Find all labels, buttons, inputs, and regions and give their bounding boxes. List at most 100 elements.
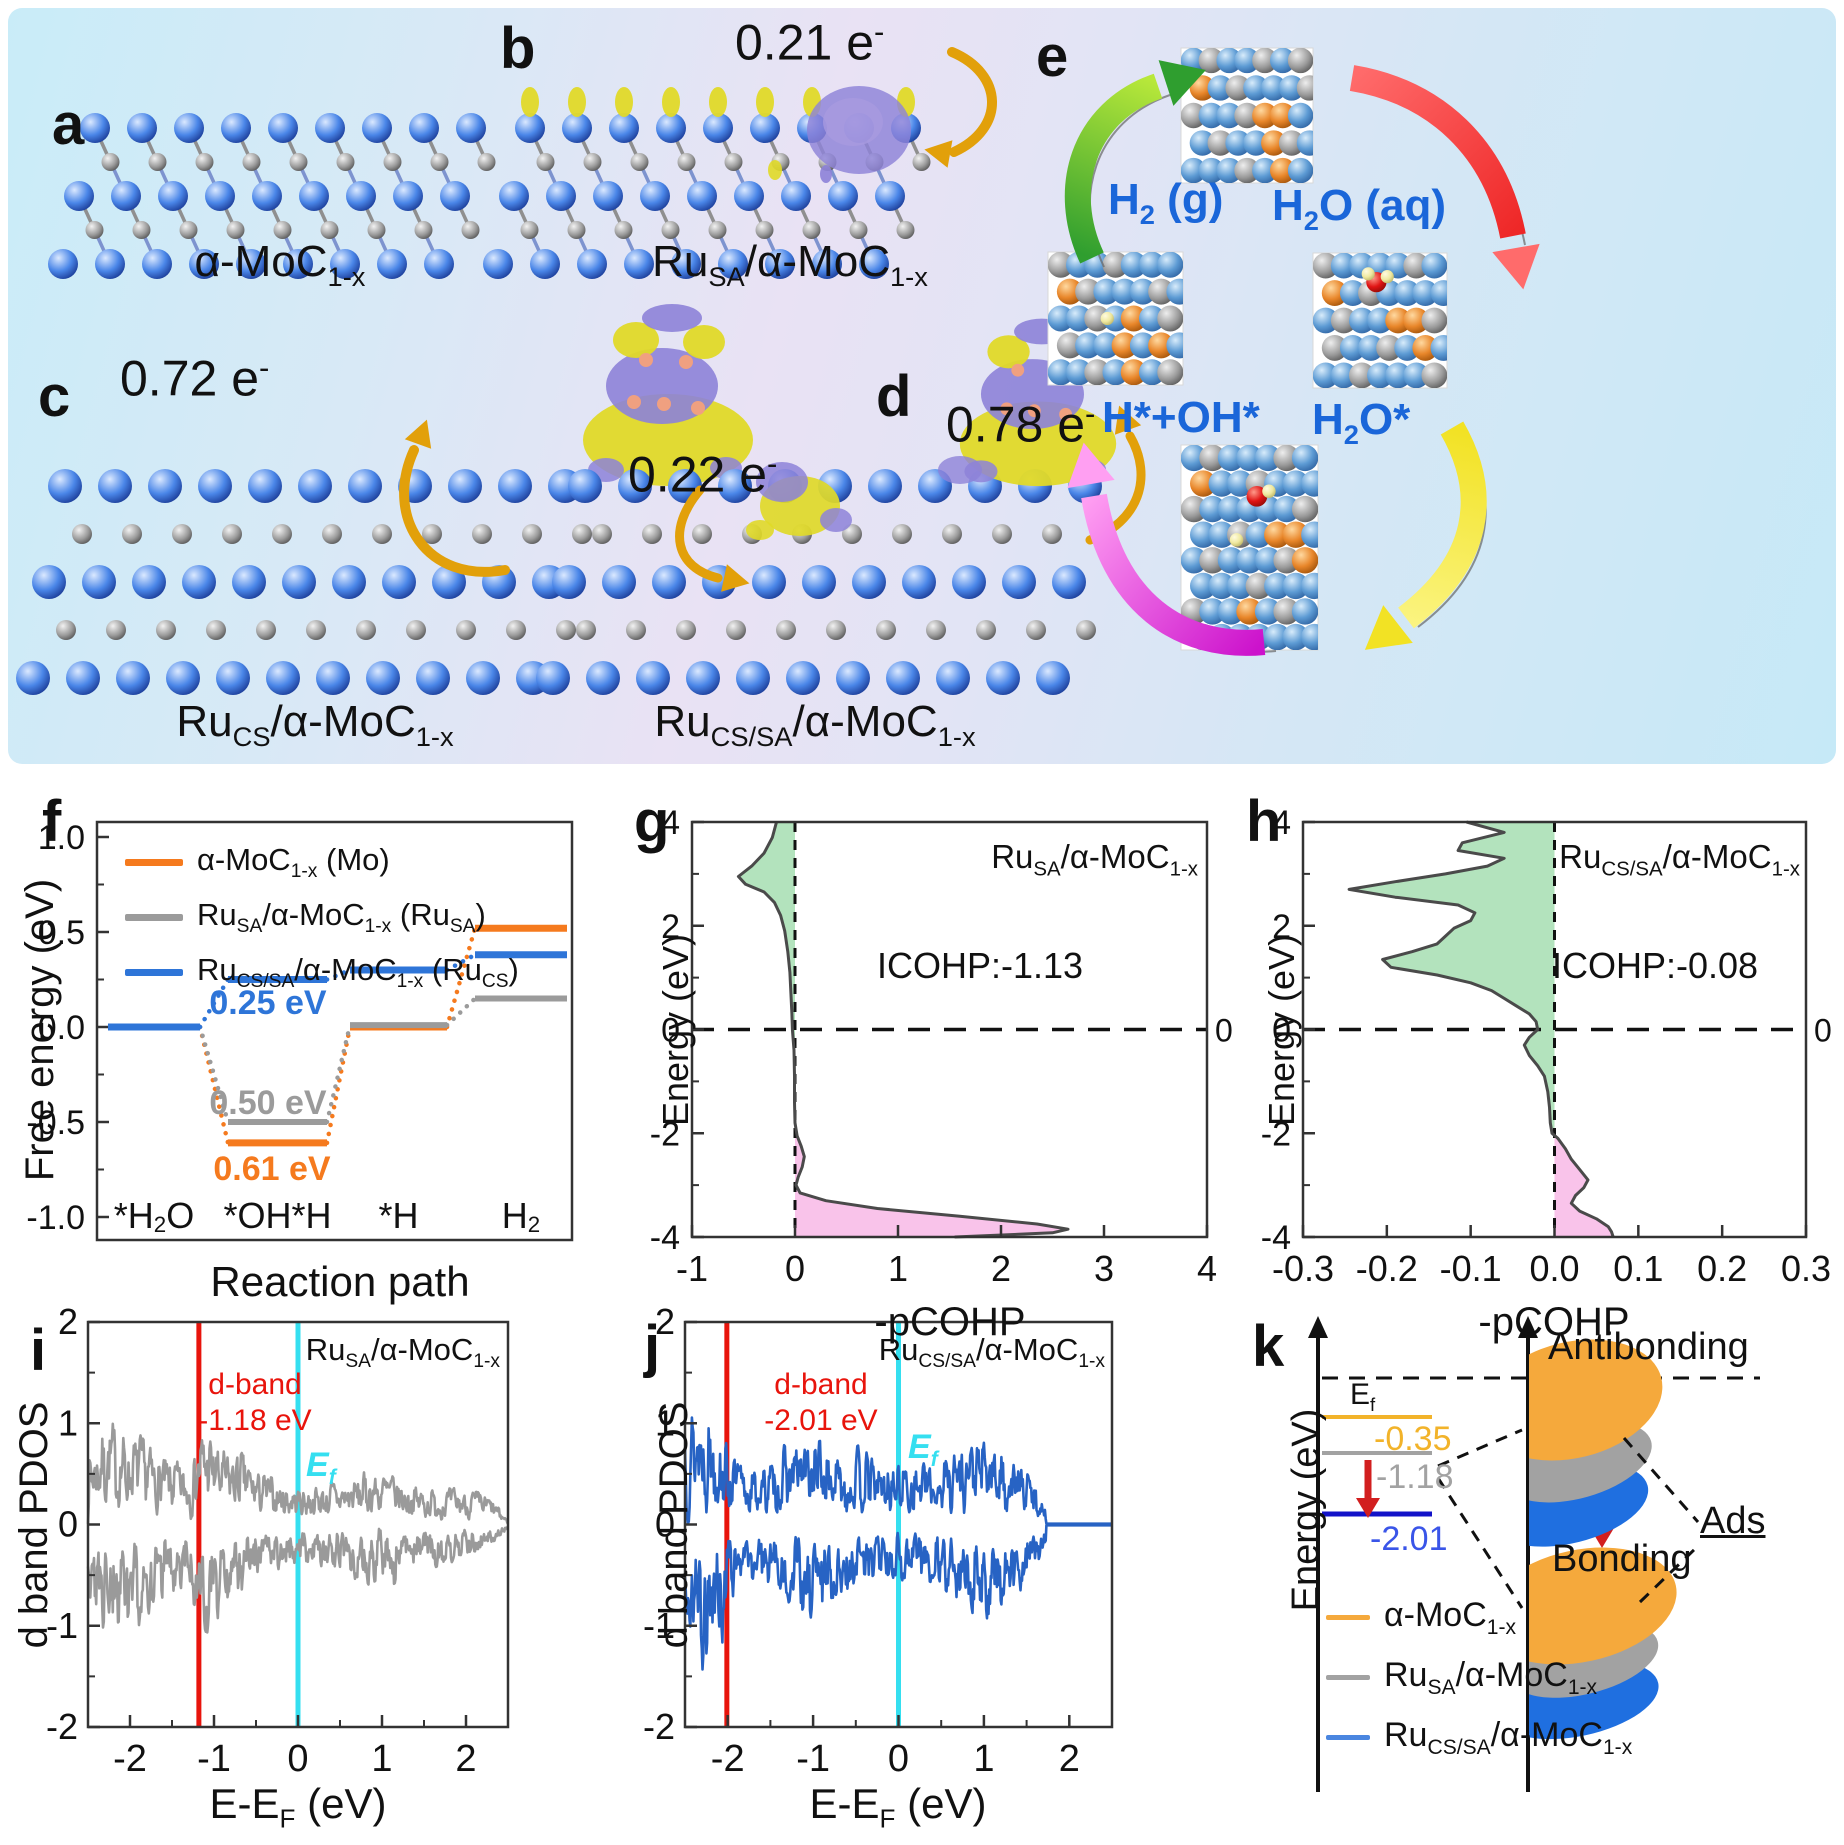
chart-i-ylabel: d band PDOS bbox=[12, 1401, 56, 1649]
svg-text:-2: -2 bbox=[711, 1738, 745, 1780]
legend-label: RuSA/α-MoC1-x (RuSA) bbox=[197, 897, 486, 938]
svg-text:2: 2 bbox=[991, 1248, 1011, 1289]
svg-text:-2: -2 bbox=[650, 1115, 680, 1153]
chart-j-xlabel: E-EF (eV) bbox=[809, 1780, 987, 1834]
lattice-atoms bbox=[16, 469, 592, 695]
svg-text:1: 1 bbox=[58, 1402, 78, 1443]
svg-text:-2: -2 bbox=[46, 1706, 78, 1747]
panel-d-caption: RuCS/SA/α-MoC1-x bbox=[654, 697, 976, 752]
diagram-k-level-1: -1.18 bbox=[1376, 1458, 1454, 1496]
svg-text:*H2O: *H2O bbox=[114, 1195, 194, 1237]
panel-k-letter: k bbox=[1252, 1314, 1285, 1379]
legend-item: RuSA/α-MoC1-x bbox=[1326, 1656, 1632, 1700]
structure-b bbox=[483, 47, 997, 279]
svg-text:0: 0 bbox=[655, 1504, 675, 1545]
diagram-k-level-2: -2.01 bbox=[1370, 1520, 1448, 1558]
svg-text:-2: -2 bbox=[643, 1706, 675, 1747]
panel-c-caption: RuCS/α-MoC1-x bbox=[176, 697, 454, 752]
chart-j-fermi-label: Ef bbox=[908, 1428, 938, 1471]
legend-swatch bbox=[1326, 1734, 1370, 1740]
svg-text:-1: -1 bbox=[643, 1605, 675, 1646]
svg-text:-2: -2 bbox=[1261, 1115, 1291, 1153]
svg-text:0.2: 0.2 bbox=[1697, 1248, 1747, 1289]
svg-text:-1: -1 bbox=[46, 1605, 78, 1646]
chart-g-xlabel: -pCOHP bbox=[874, 1300, 1026, 1344]
svg-text:0.0: 0.0 bbox=[1529, 1248, 1579, 1289]
cycle-tile-h2o-ads bbox=[1312, 252, 1448, 389]
panel-d-letter: d bbox=[876, 364, 912, 429]
cycle-label-h2o-aq: H2O (aq) bbox=[1272, 181, 1447, 236]
diagram-k-level-0: -0.35 bbox=[1374, 1420, 1452, 1458]
svg-text:1.0: 1.0 bbox=[38, 819, 85, 857]
chart-i-title: RuSA/α-MoC1-x bbox=[305, 1332, 500, 1373]
panel-i-letter: i bbox=[30, 1318, 47, 1383]
svg-text:0: 0 bbox=[785, 1248, 805, 1289]
svg-text:*OH*H: *OH*H bbox=[223, 1195, 331, 1236]
svg-text:-0.2: -0.2 bbox=[1356, 1248, 1418, 1289]
svg-text:0.3: 0.3 bbox=[1781, 1248, 1831, 1289]
svg-text:4: 4 bbox=[661, 804, 680, 842]
chart-f-ylabel: Free energy (eV) bbox=[18, 878, 62, 1182]
legend-item: RuSA/α-MoC1-x (RuSA) bbox=[125, 897, 519, 938]
svg-text:-0.1: -0.1 bbox=[1440, 1248, 1502, 1289]
legend-label: α-MoC1-x bbox=[1384, 1596, 1517, 1639]
legend-item: RuCS/SA/α-MoC1-x (RuCS) bbox=[125, 952, 519, 993]
charge-label-d-left: 0.22 e- bbox=[628, 446, 778, 503]
svg-text:0: 0 bbox=[1215, 1013, 1233, 1049]
chart-i: 2 1 0 -1 -2 -2 -1 0 1 2 bbox=[46, 1301, 510, 1780]
chart-j: 2 1 0 -1 -2 -2 -1 0 1 2 bbox=[643, 1301, 1114, 1780]
ads-label: Ads bbox=[1700, 1500, 1766, 1542]
svg-text:4: 4 bbox=[1272, 804, 1291, 842]
svg-text:3: 3 bbox=[1094, 1248, 1114, 1289]
charge-label-d-right: 0.78 e- bbox=[946, 396, 1096, 453]
diagram-k bbox=[1308, 1316, 1760, 1792]
svg-text:-4: -4 bbox=[650, 1219, 680, 1257]
legend-swatch bbox=[1326, 1675, 1370, 1681]
panel-c-letter: c bbox=[38, 364, 71, 429]
chart-h-ylabel: Energy (eV) bbox=[1261, 933, 1302, 1127]
charge-label-c: 0.72 e- bbox=[120, 350, 270, 407]
svg-text:1: 1 bbox=[371, 1738, 392, 1780]
legend-label: RuCS/SA/α-MoC1-x bbox=[1384, 1715, 1633, 1759]
panel-b-letter: b bbox=[500, 16, 536, 81]
svg-text:-1: -1 bbox=[796, 1738, 830, 1780]
chart-i-dband-label: d-band bbox=[208, 1368, 302, 1401]
cycle-label-h2-gas: H2 (g) bbox=[1108, 175, 1224, 230]
svg-text:-1: -1 bbox=[197, 1738, 231, 1780]
svg-text:0: 0 bbox=[1272, 1012, 1291, 1050]
svg-text:-4: -4 bbox=[1261, 1219, 1291, 1257]
antibonding-label: Antibonding bbox=[1548, 1326, 1749, 1368]
svg-text:4: 4 bbox=[1197, 1248, 1217, 1289]
svg-text:0: 0 bbox=[661, 1012, 680, 1050]
chart-g-title: RuSA/α-MoC1-x bbox=[991, 838, 1198, 881]
chart-h: 4 2 0 -2 -4-0.3 -0.2 -0.1 0.0 0.1 0.2 0.3 0 bbox=[1261, 804, 1832, 1289]
panel-a-letter: a bbox=[52, 92, 85, 157]
chart-i-fermi-label: Ef bbox=[306, 1446, 336, 1489]
legend-label: α-MoC1-x (Mo) bbox=[197, 842, 390, 883]
panel-e-letter: e bbox=[1036, 24, 1069, 89]
svg-text:1: 1 bbox=[888, 1248, 908, 1289]
svg-text:*H: *H bbox=[378, 1195, 418, 1236]
lattice-atoms bbox=[48, 113, 496, 279]
svg-text:1: 1 bbox=[973, 1738, 994, 1780]
chart-h-title: RuCS/SA/α-MoC1-x bbox=[1559, 838, 1800, 881]
legend-swatch bbox=[125, 914, 183, 922]
svg-text:0: 0 bbox=[1814, 1013, 1832, 1049]
annotation-barrier-orange: 0.61 eV bbox=[213, 1150, 331, 1188]
svg-text:2: 2 bbox=[1272, 908, 1291, 946]
legend-swatch bbox=[1326, 1615, 1370, 1621]
svg-text:-2: -2 bbox=[113, 1738, 147, 1780]
bonding-label: Bonding bbox=[1552, 1538, 1692, 1580]
panel-h-letter: h bbox=[1246, 789, 1282, 854]
svg-text:-0.5: -0.5 bbox=[26, 1104, 85, 1142]
svg-text:2: 2 bbox=[1059, 1738, 1080, 1780]
cycle-arrow-h2o-ads bbox=[1364, 421, 1487, 650]
lattice-atoms bbox=[483, 113, 931, 279]
cycle-arrow-h2 bbox=[1064, 60, 1206, 268]
chart-j-dband-label: d-band bbox=[774, 1368, 868, 1401]
cycle-diagram bbox=[1047, 47, 1540, 656]
svg-text:0: 0 bbox=[287, 1738, 308, 1780]
svg-text:1: 1 bbox=[655, 1402, 675, 1443]
diagram-k-ylabel: Energy (eV) bbox=[1285, 1408, 1327, 1612]
svg-text:0.1: 0.1 bbox=[1613, 1248, 1663, 1289]
